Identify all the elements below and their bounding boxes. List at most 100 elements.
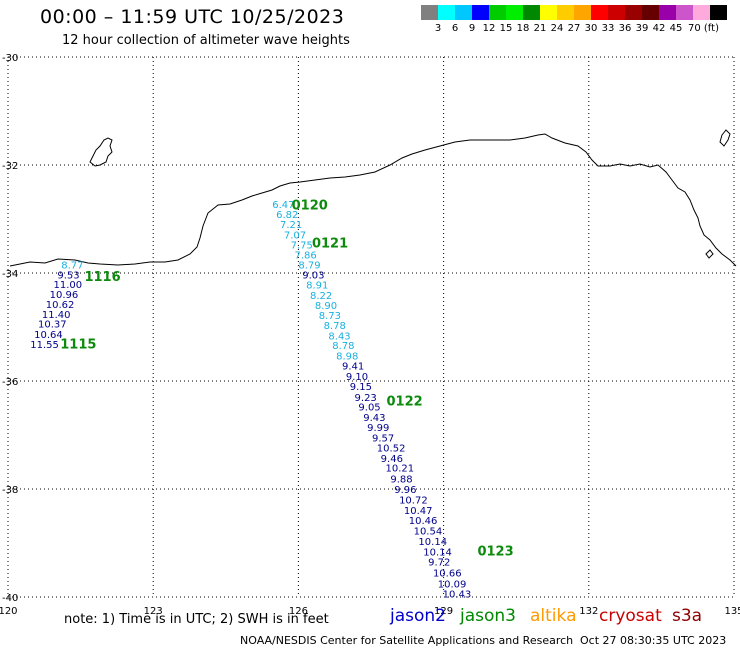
color-scale-label: 9: [468, 23, 476, 34]
wave-height-value: 9.88: [390, 475, 412, 486]
wave-height-value: 8.78: [324, 321, 346, 332]
units-note: note: 1) Time is in UTC; 2) SWH is in fe…: [64, 612, 329, 627]
footer-credit: NOAA/NESDIS Center for Satellite Applica…: [240, 634, 574, 647]
wave-height-value: 6.47: [272, 200, 294, 211]
color-swatch: [489, 5, 506, 20]
color-scale-label: 3: [434, 23, 442, 34]
wave-height-value: 8.91: [306, 281, 328, 292]
satellite-name-jason2: jason2: [390, 606, 446, 626]
wave-height-value: 8.73: [319, 311, 341, 322]
lon-label: 132: [579, 606, 598, 617]
color-scale-label: 33: [601, 23, 615, 34]
color-swatch: [557, 5, 574, 20]
wave-height-value: 9.10: [346, 372, 368, 383]
wave-height-value: 9.57: [372, 433, 394, 444]
color-swatch: [438, 5, 455, 20]
wave-height-value: 9.72: [428, 558, 450, 569]
wave-height-value: 7.21: [280, 220, 302, 231]
color-swatch: [523, 5, 540, 20]
color-swatch: [710, 5, 727, 20]
wave-height-value: 9.03: [302, 270, 324, 281]
lat-lon-grid: -30 -32 -34 -36 -38 -40 120 123 126 129 132 135: [0, 53, 740, 617]
color-swatch: [625, 5, 642, 20]
wave-height-value: 10.64: [34, 330, 63, 341]
satellite-name-cryosat: cryosat: [599, 606, 662, 626]
color-swatch: [642, 5, 659, 20]
wave-height-value: 8.90: [315, 301, 337, 312]
color-scale-label: 39: [635, 23, 649, 34]
wave-height-value: 11.55: [30, 340, 59, 351]
color-swatch: [421, 5, 438, 20]
wave-height-value: 10.52: [377, 444, 406, 455]
wave-height-value: 10.14: [423, 547, 452, 558]
wave-height-value: 9.05: [358, 403, 380, 414]
color-scale-label: 21: [533, 23, 547, 34]
color-swatch: [676, 5, 693, 20]
pass-time-label: 0120: [292, 198, 328, 213]
wave-height-value: 10.66: [433, 568, 462, 579]
wave-height-value: 8.43: [328, 331, 350, 342]
lat-label: -38: [2, 485, 18, 496]
wave-height-value: 8.77: [61, 261, 83, 272]
color-swatch: [472, 5, 489, 20]
wave-height-value: 7.07: [284, 230, 306, 241]
pass-time-label: 0123: [477, 544, 513, 559]
wave-height-value: 9.15: [350, 382, 372, 393]
wave-height-value: 8.98: [336, 351, 358, 362]
wave-height-value: 11.00: [53, 280, 82, 291]
island-left: [89, 137, 113, 167]
lon-label: 123: [144, 606, 163, 617]
wave-height-value: 10.47: [404, 506, 433, 517]
wave-height-readings: 8.779.5311.0010.9610.6211.4010.3710.6411…: [30, 200, 471, 600]
color-scale-label: 18: [516, 23, 530, 34]
wave-height-value: 10.96: [50, 290, 79, 301]
color-swatch: [659, 5, 676, 20]
wave-height-value: 7.86: [295, 250, 317, 261]
lon-label: 135: [724, 606, 740, 617]
lon-label: 129: [434, 606, 453, 617]
page-title: 00:00 – 11:59 UTC 10/25/2023: [40, 6, 345, 28]
wave-height-value: 9.53: [57, 270, 79, 281]
color-scale-label: 24: [550, 23, 564, 34]
lat-label: -32: [2, 161, 18, 172]
lat-label: -30: [2, 53, 18, 64]
wave-height-value: 10.09: [438, 579, 467, 590]
color-scale-label: 27: [567, 23, 581, 34]
color-swatch: [693, 5, 710, 20]
footer-timestamp: Oct 27 08:30:35 UTC 2023: [580, 634, 727, 647]
wave-height-value: 9.46: [381, 454, 403, 465]
pass-time-label: 0122: [386, 394, 422, 409]
island-right: [719, 129, 731, 147]
lat-label: -36: [2, 377, 18, 388]
satellite-name-s3a: s3a: [672, 606, 703, 626]
wave-height-value: 11.40: [42, 310, 71, 321]
pass-time-label: 1115: [60, 338, 96, 353]
island-small: [705, 249, 714, 259]
wave-height-value: 7.75: [291, 241, 313, 252]
wave-height-value: 9.43: [363, 413, 385, 424]
lon-label: 126: [289, 606, 308, 617]
color-scale-label: 30: [584, 23, 598, 34]
lat-label: -40: [2, 593, 18, 604]
australia-coastline: [9, 133, 737, 267]
wave-height-value: 10.46: [409, 516, 438, 527]
wave-height-value: 10.21: [386, 464, 415, 475]
pass-time-label: 0121: [312, 237, 348, 252]
page-subtitle: 12 hour collection of altimeter wave hei…: [62, 33, 350, 48]
wave-height-value: 9.23: [355, 393, 377, 404]
color-swatch: [574, 5, 591, 20]
satellite-name-altika: altika: [530, 606, 577, 626]
wave-height-value: 9.99: [367, 423, 389, 434]
pass-time-labels: 0120 0121 1116 1115 0122 0123: [60, 198, 513, 559]
color-scale-label: 36: [618, 23, 632, 34]
color-scale-label: 12: [482, 23, 496, 34]
wave-height-value: 6.82: [276, 210, 298, 221]
color-swatch: [540, 5, 557, 20]
color-swatch: [506, 5, 523, 20]
wave-height-value: 8.79: [298, 261, 320, 272]
wave-height-value: 10.37: [38, 320, 67, 331]
lat-label: -34: [2, 269, 18, 280]
color-scale-label: 70 (ft): [688, 23, 719, 34]
wave-height-value: 10.14: [418, 537, 447, 548]
